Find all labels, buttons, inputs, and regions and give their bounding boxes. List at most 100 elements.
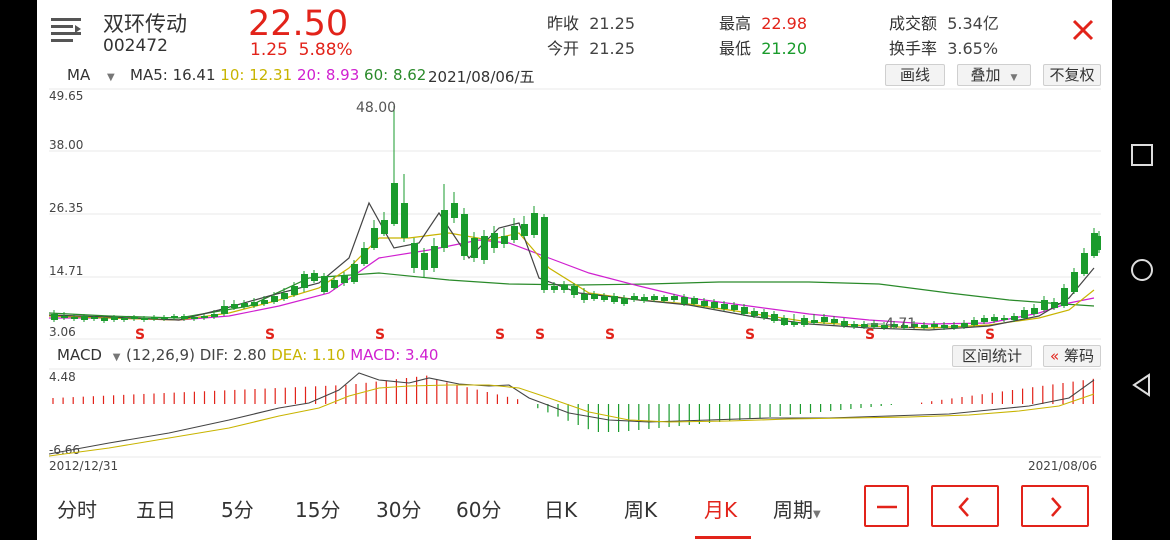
sell-signal: S bbox=[495, 327, 505, 340]
candle-body bbox=[281, 293, 288, 299]
tab-15min[interactable]: 15分 bbox=[295, 498, 341, 522]
price-axis-top: 49.65 bbox=[49, 89, 84, 103]
change-amount: 1.25 bbox=[250, 40, 288, 60]
candle-body bbox=[581, 294, 588, 300]
turnover-rate: 换手率 3.65% bbox=[889, 39, 999, 58]
kline-chart[interactable]: S S S S S S S S S S 48.00 4.71 bbox=[49, 88, 1101, 340]
low-price: 最低 21.20 bbox=[719, 39, 807, 58]
tab-intraday[interactable]: 分时 bbox=[57, 498, 97, 522]
candle-body bbox=[411, 243, 418, 268]
ma20-value: 20: 8.93 bbox=[296, 66, 360, 84]
range-stats-button[interactable]: 区间统计 bbox=[952, 345, 1032, 367]
candle-body bbox=[861, 324, 868, 327]
price-change: 1.25 5.88% bbox=[250, 40, 353, 60]
sell-signal: S bbox=[535, 327, 545, 340]
close-icon[interactable] bbox=[1072, 19, 1094, 41]
candle-body bbox=[951, 325, 958, 328]
minus-icon bbox=[876, 505, 897, 509]
candle-body bbox=[611, 296, 618, 302]
candle-body bbox=[901, 325, 908, 328]
tab-30min[interactable]: 30分 bbox=[376, 498, 422, 522]
dif-value: DIF: 2.80 bbox=[199, 346, 267, 364]
no-adjust-button[interactable]: 不复权 bbox=[1043, 64, 1101, 86]
candle-body bbox=[341, 275, 348, 283]
dea-line bbox=[49, 384, 1095, 457]
candle-body bbox=[751, 311, 758, 316]
zoom-out-button[interactable] bbox=[864, 485, 909, 527]
chevron-left-icon bbox=[958, 497, 969, 517]
date-axis-end: 2021/08/06 bbox=[1028, 459, 1098, 473]
candle-body bbox=[391, 183, 398, 224]
candle-body bbox=[101, 318, 108, 321]
candle-body bbox=[271, 296, 278, 302]
chips-button[interactable]: « 筹码 bbox=[1043, 345, 1101, 367]
candle-body bbox=[381, 220, 388, 234]
prev-close: 昨收 21.25 bbox=[547, 14, 635, 33]
macd-params: (12,26,9) bbox=[126, 346, 195, 364]
high-price: 最高 22.98 bbox=[719, 14, 807, 33]
candle-body bbox=[291, 286, 298, 295]
scroll-left-button[interactable] bbox=[931, 485, 999, 527]
menu-icon[interactable] bbox=[51, 16, 83, 44]
draw-button[interactable]: 画线 bbox=[885, 64, 945, 86]
candle-body bbox=[631, 296, 638, 300]
candle-body bbox=[71, 317, 78, 319]
back-icon[interactable] bbox=[1130, 373, 1154, 397]
dea-value: DEA: 1.10 bbox=[271, 346, 346, 364]
macd-axis-top: 4.48 bbox=[49, 370, 76, 384]
candle-body bbox=[931, 324, 938, 327]
macd-chart[interactable] bbox=[49, 368, 1101, 458]
sell-signal: S bbox=[375, 327, 385, 340]
candle-body bbox=[571, 286, 578, 295]
candle-body bbox=[801, 318, 808, 325]
candle-body bbox=[261, 300, 268, 304]
recent-apps-icon[interactable] bbox=[1130, 143, 1154, 167]
overlay-button[interactable]: 叠加 ▼ bbox=[957, 64, 1031, 86]
scroll-right-button[interactable] bbox=[1021, 485, 1089, 527]
ma60-line bbox=[49, 272, 1095, 319]
candle-body bbox=[1061, 288, 1068, 306]
candle-body bbox=[921, 325, 928, 328]
candle-body bbox=[721, 304, 728, 309]
tab-period-select[interactable]: 周期▼ bbox=[773, 498, 821, 522]
candle-body bbox=[741, 307, 748, 314]
candle-body bbox=[61, 316, 68, 318]
candle-body bbox=[321, 276, 328, 292]
candle-body bbox=[811, 320, 818, 323]
candle-body bbox=[1031, 308, 1038, 314]
candle-body bbox=[51, 314, 58, 320]
grid bbox=[49, 368, 1101, 458]
change-percent: 5.88% bbox=[298, 40, 353, 60]
chevron-down-icon: ▼ bbox=[813, 509, 821, 520]
candle-body bbox=[351, 264, 358, 282]
signal-markers: S S S S S S S S S S bbox=[135, 327, 995, 340]
candle-body bbox=[651, 296, 658, 300]
tab-weekly-k[interactable]: 周K bbox=[624, 498, 658, 522]
tab-five-day[interactable]: 五日 bbox=[136, 498, 176, 522]
macd-indicator-select[interactable]: MACD ▼ bbox=[57, 346, 121, 364]
tab-daily-k[interactable]: 日K bbox=[544, 498, 578, 522]
chevron-down-icon: ▼ bbox=[106, 72, 115, 83]
home-icon[interactable] bbox=[1130, 258, 1154, 282]
candle-body bbox=[251, 302, 258, 306]
tab-monthly-k[interactable]: 月K bbox=[704, 498, 738, 522]
candle-body bbox=[701, 301, 708, 306]
candle-body bbox=[491, 233, 498, 248]
candle-body bbox=[1081, 253, 1088, 274]
candle-body bbox=[511, 226, 518, 240]
date-axis-start: 2012/12/31 bbox=[49, 459, 119, 473]
candle-body bbox=[211, 314, 218, 317]
chevron-down-icon: ▼ bbox=[112, 352, 121, 363]
macd-values: (12,26,9) DIF: 2.80 DEA: 1.10 MACD: 3.40 bbox=[126, 346, 438, 364]
candle-body bbox=[221, 306, 228, 314]
tab-60min[interactable]: 60分 bbox=[456, 498, 502, 522]
candle-body bbox=[1041, 300, 1048, 310]
ma-indicator-select[interactable]: MA ▼ bbox=[67, 66, 115, 84]
tab-5min[interactable]: 5分 bbox=[221, 498, 254, 522]
candle-body bbox=[331, 280, 338, 288]
candle-body bbox=[1021, 310, 1028, 318]
candle-body bbox=[1051, 302, 1058, 308]
sell-signal: S bbox=[135, 327, 145, 340]
candle-body bbox=[591, 294, 598, 299]
candle-body bbox=[871, 323, 878, 327]
